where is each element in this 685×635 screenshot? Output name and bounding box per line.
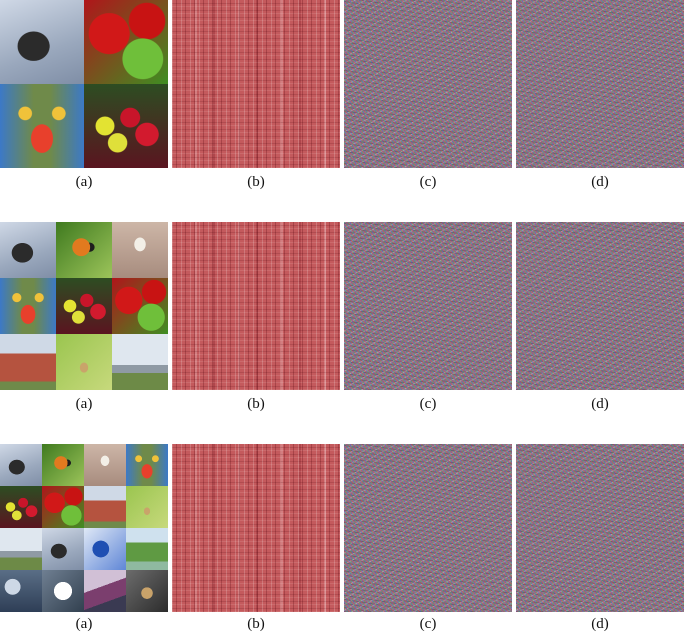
tile-helicopter: [42, 528, 84, 570]
tile-insect: [56, 334, 112, 390]
tile-snowflake: [42, 570, 84, 612]
row3-caption-a: (a): [75, 616, 93, 632]
row2-caption-d: (d): [591, 396, 609, 412]
tile-peppers: [84, 0, 168, 84]
tile-baboon: [0, 278, 56, 334]
row3-panel-d-noise: [516, 444, 684, 612]
row3-panel-c-noise: [344, 444, 512, 612]
row3-panel-a-mosaic: [0, 444, 168, 612]
tile-baboon: [0, 84, 84, 168]
tile-helicopter: [0, 444, 42, 486]
row2-panel-c-noise: [344, 222, 512, 390]
row1-panel-a-mosaic: [0, 0, 168, 168]
row1-panel-b-pattern: [172, 0, 340, 168]
tile-peppers: [112, 278, 168, 334]
row2-caption-b: (b): [247, 396, 265, 412]
row1-caption-c: (c): [419, 174, 437, 190]
tile-butterfly: [42, 444, 84, 486]
row1-caption-d: (d): [591, 174, 609, 190]
row1-panel-c-noise: [344, 0, 512, 168]
tile-bridge: [0, 528, 42, 570]
tile-bird: [112, 222, 168, 278]
row2-caption-c: (c): [419, 396, 437, 412]
tile-cat: [126, 570, 168, 612]
row3-caption-b: (b): [247, 616, 265, 632]
row2-panel-b-pattern: [172, 222, 340, 390]
row1-caption-a: (a): [75, 174, 93, 190]
row1-panel-d-noise: [516, 0, 684, 168]
tile-grapes: [56, 278, 112, 334]
tile-peppers: [42, 486, 84, 528]
tile-grapes: [0, 486, 42, 528]
tile-baboon: [126, 444, 168, 486]
tile-house: [84, 486, 126, 528]
tile-butterfly: [56, 222, 112, 278]
row3-panel-b-pattern: [172, 444, 340, 612]
tile-helicopter: [0, 0, 84, 84]
row2-panel-a-mosaic: [0, 222, 168, 390]
tile-house: [0, 334, 56, 390]
tile-bridge: [112, 334, 168, 390]
tile-mountain: [84, 570, 126, 612]
tile-blue-abstract: [84, 528, 126, 570]
tile-valley: [126, 528, 168, 570]
tile-insect: [126, 486, 168, 528]
tile-grapes: [84, 84, 168, 168]
row3-caption-d: (d): [591, 616, 609, 632]
row1-caption-b: (b): [247, 174, 265, 190]
row2-caption-a: (a): [75, 396, 93, 412]
tile-bird: [84, 444, 126, 486]
row2-panel-d-noise: [516, 222, 684, 390]
row3-caption-c: (c): [419, 616, 437, 632]
tile-clouds: [0, 570, 42, 612]
tile-helicopter: [0, 222, 56, 278]
